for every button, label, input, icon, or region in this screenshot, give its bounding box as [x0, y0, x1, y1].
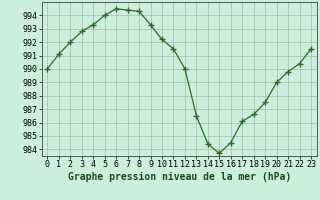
- X-axis label: Graphe pression niveau de la mer (hPa): Graphe pression niveau de la mer (hPa): [68, 172, 291, 182]
